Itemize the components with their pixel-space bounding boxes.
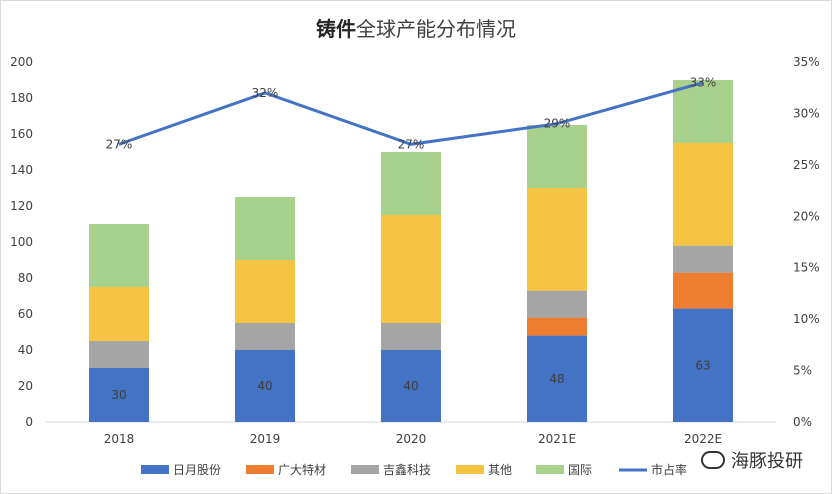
bar-segment xyxy=(381,323,441,350)
watermark: 海豚投研 xyxy=(701,447,803,473)
bar-segment xyxy=(89,368,149,422)
legend-swatch xyxy=(536,465,564,474)
y-right-tick-label: 0% xyxy=(793,415,812,429)
legend-swatch xyxy=(141,465,169,474)
watermark-text: 海豚投研 xyxy=(731,451,803,472)
bar-segment xyxy=(381,152,441,215)
bar-segment xyxy=(527,125,587,188)
bar-segment xyxy=(381,350,441,422)
chart-title-bold: 铸件 xyxy=(316,17,356,41)
y-left-tick-label: 100 xyxy=(10,235,33,249)
x-tick-label: 2022E xyxy=(684,432,722,446)
y-left-tick-label: 160 xyxy=(10,127,33,141)
bar-data-label: 30 xyxy=(111,388,126,402)
bar-segment xyxy=(527,317,587,336)
x-tick-label: 2018 xyxy=(104,432,135,446)
line-data-label: 33% xyxy=(690,76,717,90)
legend-label: 其他 xyxy=(488,463,512,477)
x-tick-label: 2021E xyxy=(538,432,576,446)
bar-data-label: 48 xyxy=(549,372,564,386)
dolphin-logo-icon xyxy=(701,451,725,469)
y-left-tick-label: 40 xyxy=(18,343,33,357)
x-tick-label: 2020 xyxy=(396,432,427,446)
bar-data-label: 40 xyxy=(403,379,418,393)
bar-segment xyxy=(381,215,441,323)
bar-data-label: 63 xyxy=(695,358,710,372)
y-left-tick-label: 20 xyxy=(18,379,33,393)
y-left-tick-label: 180 xyxy=(10,91,33,105)
y-right-tick-label: 25% xyxy=(793,158,820,172)
y-left-tick-label: 80 xyxy=(18,271,33,285)
chart-title-rest: 全球产能分布情况 xyxy=(356,17,516,41)
line-data-label: 29% xyxy=(544,117,571,131)
bar-segment xyxy=(235,350,295,422)
y-right-tick-label: 35% xyxy=(793,55,820,69)
y-left-tick-label: 0 xyxy=(25,415,33,429)
bar-segment xyxy=(673,245,733,273)
y-left-tick-label: 60 xyxy=(18,307,33,321)
y-right-tick-label: 5% xyxy=(793,364,812,378)
line-data-label: 27% xyxy=(398,137,425,151)
bar-segment xyxy=(235,323,295,350)
bar-segment xyxy=(527,335,587,422)
y-right-tick-label: 10% xyxy=(793,312,820,326)
line-data-label: 32% xyxy=(252,86,279,100)
y-right-tick-label: 20% xyxy=(793,209,820,223)
y-right-tick-label: 15% xyxy=(793,261,820,275)
legend-swatch xyxy=(351,465,379,474)
bar-segment xyxy=(527,188,587,291)
legend-label: 市占率 xyxy=(651,462,687,477)
line-data-label: 27% xyxy=(106,137,133,151)
legend-label: 国际 xyxy=(568,463,592,477)
y-left-tick-label: 200 xyxy=(10,55,33,69)
legend-swatch xyxy=(246,465,274,474)
bar-segment xyxy=(673,308,733,422)
x-tick-label: 2019 xyxy=(250,432,281,446)
bar-data-label: 40 xyxy=(257,379,272,393)
legend-label: 广大特材 xyxy=(278,462,326,477)
legend-swatch xyxy=(456,465,484,474)
bar-segment xyxy=(673,272,733,309)
bar-segment xyxy=(235,260,295,323)
chart-title: 铸件全球产能分布情况 xyxy=(1,13,831,42)
legend-label: 日月股份 xyxy=(173,463,221,477)
bar-segment xyxy=(89,224,149,287)
y-left-tick-label: 120 xyxy=(10,199,33,213)
bar-segment xyxy=(235,197,295,260)
bar-segment xyxy=(673,143,733,246)
bar-segment xyxy=(89,287,149,341)
bar-segment xyxy=(673,80,733,143)
y-right-tick-label: 30% xyxy=(793,106,820,120)
bar-segment xyxy=(527,290,587,318)
bar-segment xyxy=(89,341,149,368)
market-share-line xyxy=(118,81,704,146)
legend-label: 吉鑫科技 xyxy=(383,462,431,477)
y-left-tick-label: 140 xyxy=(10,163,33,177)
